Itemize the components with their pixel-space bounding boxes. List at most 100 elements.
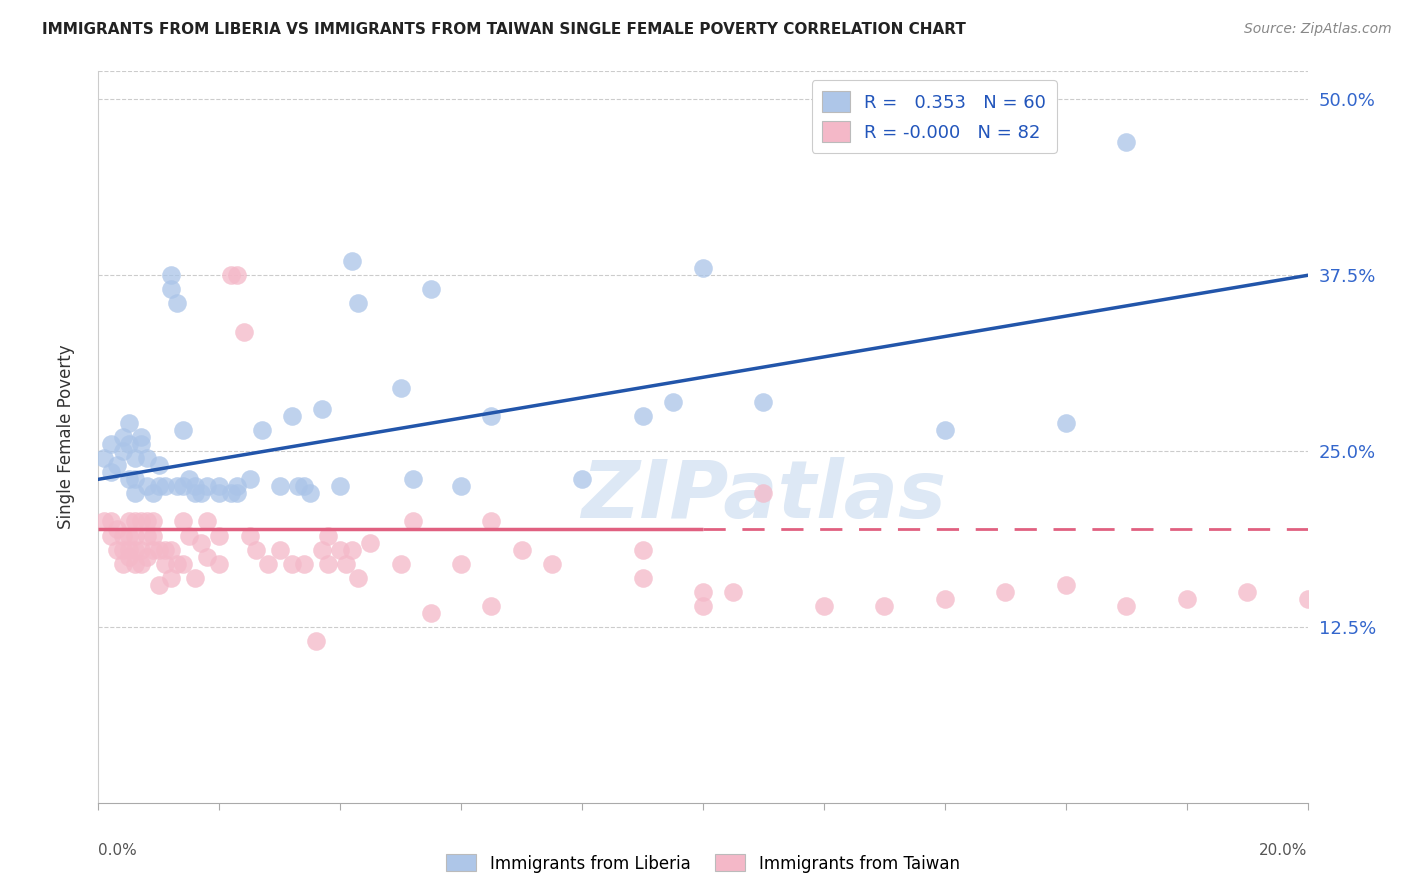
Point — [342, 542, 364, 557]
Point — [118, 437, 141, 451]
Point — [129, 430, 152, 444]
Point — [347, 296, 370, 310]
Point — [208, 479, 231, 493]
Point — [311, 542, 333, 557]
Point — [752, 486, 775, 500]
Point — [166, 479, 188, 493]
Point — [142, 515, 165, 529]
Point — [281, 557, 304, 571]
Point — [226, 479, 249, 493]
Point — [221, 486, 243, 500]
Point — [124, 451, 146, 466]
Point — [934, 423, 956, 437]
Point — [226, 486, 249, 500]
Point — [118, 528, 141, 542]
Point — [135, 451, 157, 466]
Point — [873, 599, 896, 613]
Text: 20.0%: 20.0% — [1260, 843, 1308, 858]
Point — [160, 571, 183, 585]
Point — [256, 557, 278, 571]
Point — [1054, 578, 1077, 592]
Point — [93, 451, 115, 466]
Point — [335, 557, 357, 571]
Point — [342, 254, 364, 268]
Point — [316, 557, 339, 571]
Point — [281, 409, 304, 423]
Point — [153, 479, 176, 493]
Point — [481, 515, 503, 529]
Text: 0.0%: 0.0% — [98, 843, 138, 858]
Point — [118, 542, 141, 557]
Point — [111, 430, 134, 444]
Point — [160, 542, 183, 557]
Point — [360, 535, 382, 549]
Point — [692, 599, 714, 613]
Legend: R =   0.353   N = 60, R = -0.000   N = 82: R = 0.353 N = 60, R = -0.000 N = 82 — [811, 80, 1057, 153]
Point — [402, 515, 425, 529]
Point — [111, 528, 134, 542]
Point — [124, 515, 146, 529]
Point — [135, 528, 157, 542]
Point — [100, 528, 122, 542]
Point — [402, 472, 425, 486]
Point — [184, 479, 207, 493]
Point — [129, 542, 152, 557]
Point — [100, 437, 122, 451]
Point — [221, 268, 243, 283]
Point — [153, 557, 176, 571]
Point — [142, 542, 165, 557]
Point — [105, 521, 128, 535]
Point — [250, 423, 273, 437]
Point — [172, 479, 194, 493]
Point — [208, 486, 231, 500]
Point — [160, 282, 183, 296]
Point — [481, 599, 503, 613]
Point — [510, 542, 533, 557]
Point — [124, 542, 146, 557]
Point — [129, 557, 152, 571]
Point — [1175, 591, 1198, 606]
Point — [111, 542, 134, 557]
Point — [153, 542, 176, 557]
Point — [166, 557, 188, 571]
Point — [269, 479, 291, 493]
Point — [100, 465, 122, 479]
Point — [135, 515, 157, 529]
Point — [316, 528, 339, 542]
Point — [239, 472, 262, 486]
Point — [420, 606, 443, 620]
Point — [1115, 135, 1137, 149]
Legend: Immigrants from Liberia, Immigrants from Taiwan: Immigrants from Liberia, Immigrants from… — [440, 847, 966, 880]
Point — [166, 296, 188, 310]
Point — [148, 458, 170, 473]
Point — [129, 515, 152, 529]
Text: IMMIGRANTS FROM LIBERIA VS IMMIGRANTS FROM TAIWAN SINGLE FEMALE POVERTY CORRELAT: IMMIGRANTS FROM LIBERIA VS IMMIGRANTS FR… — [42, 22, 966, 37]
Point — [329, 542, 352, 557]
Point — [111, 557, 134, 571]
Point — [631, 571, 654, 585]
Point — [135, 479, 157, 493]
Point — [245, 542, 267, 557]
Point — [118, 549, 141, 564]
Point — [195, 515, 218, 529]
Point — [179, 472, 201, 486]
Point — [232, 325, 254, 339]
Point — [1115, 599, 1137, 613]
Point — [1236, 584, 1258, 599]
Point — [1054, 416, 1077, 430]
Point — [190, 535, 212, 549]
Point — [292, 557, 315, 571]
Point — [124, 472, 146, 486]
Point — [661, 395, 683, 409]
Point — [190, 486, 212, 500]
Point — [208, 528, 231, 542]
Point — [752, 395, 775, 409]
Point — [129, 437, 152, 451]
Point — [994, 584, 1017, 599]
Point — [347, 571, 370, 585]
Point — [124, 486, 146, 500]
Point — [179, 528, 201, 542]
Point — [172, 423, 194, 437]
Point — [299, 486, 322, 500]
Point — [540, 557, 562, 571]
